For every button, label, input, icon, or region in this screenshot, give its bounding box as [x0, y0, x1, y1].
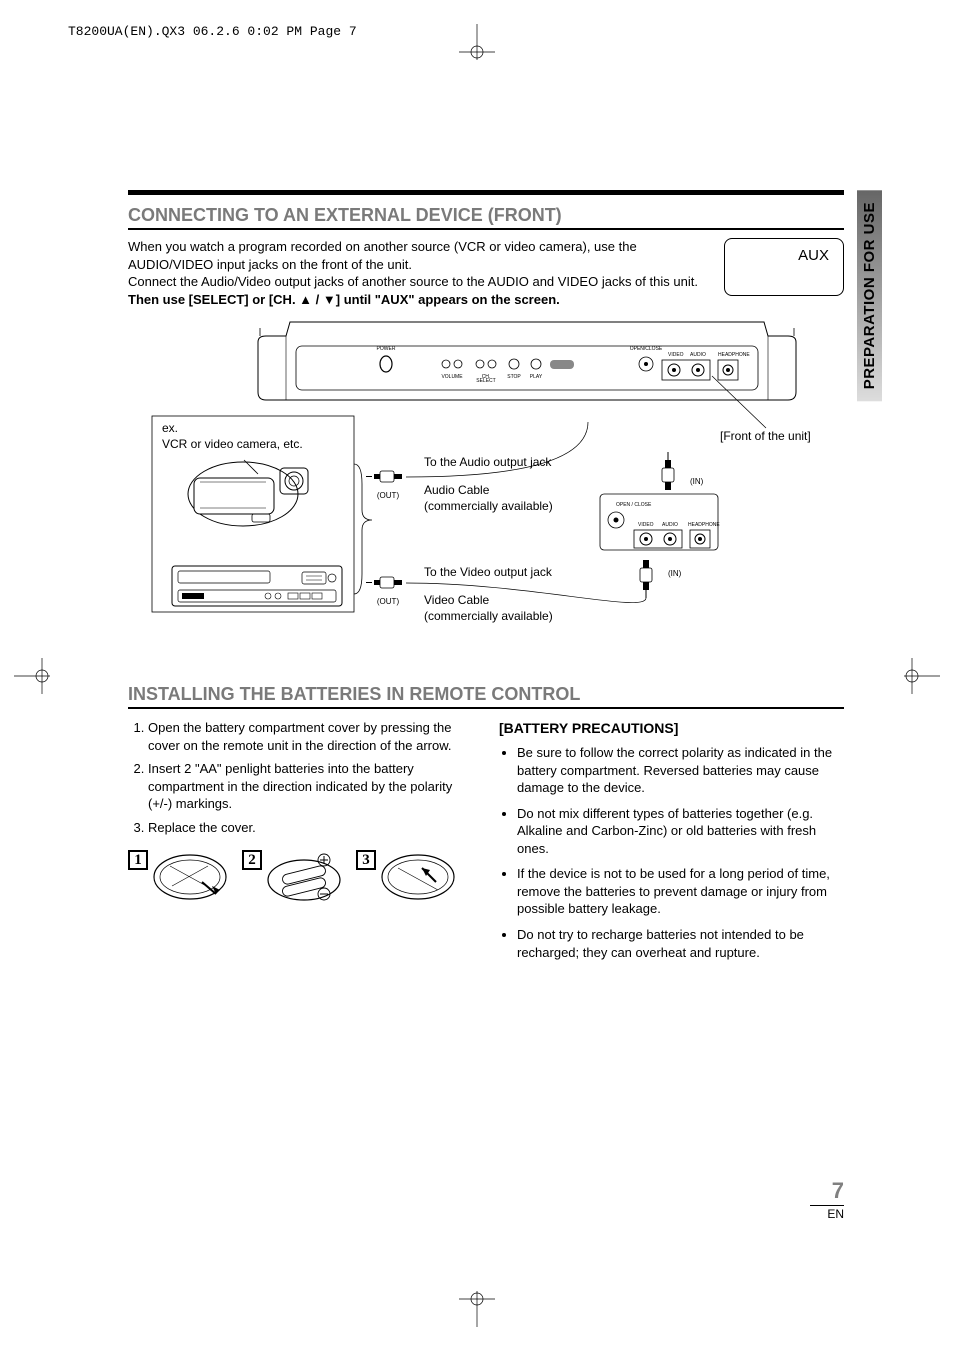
precautions-head: [BATTERY PRECAUTIONS]: [499, 719, 844, 738]
diagram-audio-cable: Audio Cable: [424, 483, 490, 497]
remote-diagram-3: [378, 850, 458, 904]
battery-step-2: Insert 2 "AA" penlight batteries into th…: [148, 760, 473, 813]
diagram-ex-label: ex.: [162, 421, 178, 435]
section1-intro: When you watch a program recorded on ano…: [128, 238, 712, 308]
section1-p2: Connect the Audio/Video output jacks of …: [128, 274, 698, 289]
diagram-video-commercial: (commercially available): [424, 609, 553, 623]
step-num-2: 2: [242, 850, 262, 870]
diagram-video-out: To the Video output jack: [424, 565, 553, 579]
aux-label: AUX: [798, 247, 829, 264]
svg-text:VIDEO: VIDEO: [638, 522, 654, 528]
svg-text:STOP: STOP: [507, 374, 521, 380]
crop-mark-top: [459, 24, 495, 60]
remote-diagram-2: [264, 850, 344, 904]
diagram-video-cable: Video Cable: [424, 593, 489, 607]
svg-text:HEADPHONE: HEADPHONE: [718, 352, 750, 358]
battery-precautions-col: [BATTERY PRECAUTIONS] Be sure to follow …: [499, 719, 844, 969]
battery-step-3: Replace the cover.: [148, 819, 473, 837]
diagram-audio-out: To the Audio output jack: [424, 455, 552, 469]
svg-text:OPEN/CLOSE: OPEN/CLOSE: [630, 346, 663, 352]
diagram-source-label: VCR or video camera, etc.: [162, 437, 303, 451]
connection-diagram: POWER VOLUME CH. SELECT STOP PLAY OPEN/C…: [128, 314, 844, 644]
diagram-in-label-2: (IN): [668, 569, 682, 578]
precaution-2: Do not mix different types of batteries …: [517, 805, 844, 858]
svg-text:VIDEO: VIDEO: [668, 352, 684, 358]
svg-text:SELECT: SELECT: [476, 378, 495, 384]
crop-mark-right: [904, 658, 940, 694]
section1-p1: When you watch a program recorded on ano…: [128, 239, 637, 272]
section1-p3-mid: /: [312, 292, 323, 307]
svg-text:VOLUME: VOLUME: [441, 374, 463, 380]
page-num-value: 7: [810, 1178, 844, 1206]
step-num-3: 3: [356, 850, 376, 870]
precaution-1: Be sure to follow the correct polarity a…: [517, 744, 844, 797]
diagram-out-label-1: (OUT): [377, 491, 400, 500]
page-lang: EN: [810, 1207, 844, 1221]
top-rule: [128, 190, 844, 195]
precaution-4: Do not try to recharge batteries not int…: [517, 926, 844, 961]
aux-display-box: AUX: [724, 238, 844, 296]
page-number: 7 EN: [810, 1178, 844, 1221]
svg-text:HEADPHONE: HEADPHONE: [688, 522, 720, 528]
section1-p3-suffix: ] until "AUX" appears on the screen.: [336, 292, 560, 307]
diagram-out-label-2: (OUT): [377, 597, 400, 606]
svg-text:PLAY: PLAY: [530, 374, 543, 380]
svg-text:POWER: POWER: [377, 346, 396, 352]
section1-p3-prefix: Then use [SELECT] or [CH.: [128, 292, 299, 307]
section1-title: CONNECTING TO AN EXTERNAL DEVICE (FRONT): [128, 205, 844, 230]
svg-text:AUDIO: AUDIO: [690, 352, 706, 358]
svg-text:OPEN / CLOSE: OPEN / CLOSE: [616, 502, 652, 508]
step-num-1: 1: [128, 850, 148, 870]
remote-diagram-1: [150, 850, 230, 904]
precaution-3: If the device is not to be used for a lo…: [517, 865, 844, 918]
crop-mark-left: [14, 658, 50, 694]
diagram-in-label-1: (IN): [690, 477, 704, 486]
diagram-audio-commercial: (commercially available): [424, 499, 553, 513]
svg-text:AUDIO: AUDIO: [662, 522, 678, 528]
battery-step-1: Open the battery compartment cover by pr…: [148, 719, 473, 754]
section-tab: PREPARATION FOR USE: [857, 190, 882, 401]
section2-title: INSTALLING THE BATTERIES IN REMOTE CONTR…: [128, 684, 844, 709]
diagram-front-label: [Front of the unit]: [720, 429, 811, 443]
crop-mark-bottom: [459, 1291, 495, 1327]
print-header: T8200UA(EN).QX3 06.2.6 0:02 PM Page 7: [68, 24, 357, 39]
battery-steps-col: Open the battery compartment cover by pr…: [128, 719, 473, 969]
